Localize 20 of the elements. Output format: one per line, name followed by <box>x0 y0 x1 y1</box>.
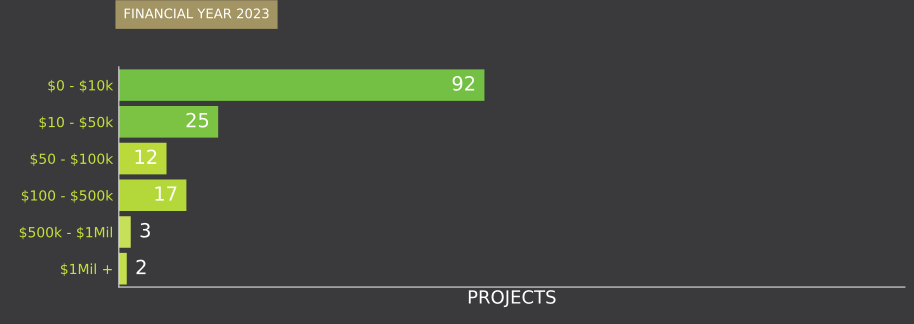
bar <box>118 179 186 212</box>
data-label: 92 <box>452 76 474 91</box>
bar <box>118 252 127 284</box>
data-label: 25 <box>186 112 208 128</box>
bar <box>118 216 131 248</box>
bar <box>118 69 484 101</box>
y-tick-label: $0 - $10k <box>48 80 114 92</box>
y-tick-label: $50 - $100k <box>30 153 114 166</box>
chart-title: FINANCIAL YEAR 2023 <box>124 8 269 18</box>
x-axis-title: PROJECTS <box>468 290 556 308</box>
data-label: 12 <box>136 149 156 164</box>
data-label: 3 <box>140 222 150 238</box>
y-tick-label: $10 - $50k <box>40 116 114 130</box>
data-label: 2 <box>136 260 146 274</box>
bar <box>118 106 218 138</box>
data-label: 17 <box>155 186 176 201</box>
y-tick-label: $100 - $500k <box>22 190 114 203</box>
y-tick-label: $500k - $1Mil <box>20 226 112 240</box>
y-tick-label: $1Mil + <box>60 263 112 276</box>
bar <box>118 142 167 174</box>
